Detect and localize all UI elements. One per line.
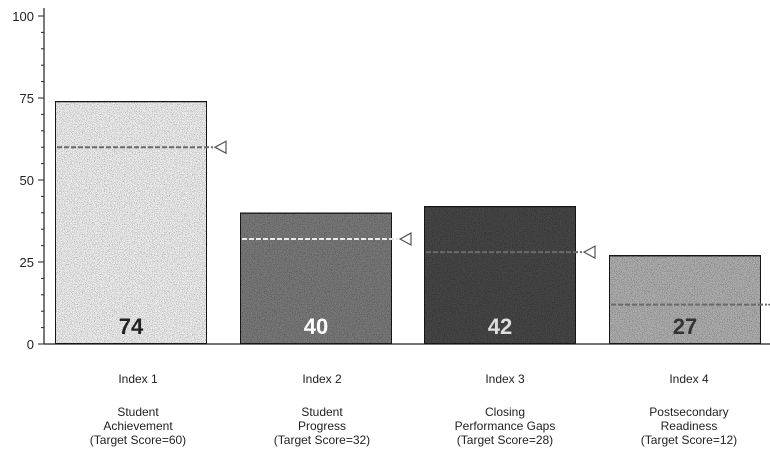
category-index-label: Index 1 — [118, 372, 158, 386]
value-label-4: 27 — [673, 314, 697, 339]
target-marker-3 — [582, 245, 596, 260]
target-marker-2 — [398, 232, 412, 247]
category-name-line: (Target Score=60) — [90, 433, 186, 447]
target-marker-1 — [213, 140, 227, 155]
category-name-line: Postsecondary — [649, 405, 728, 419]
category-name-line: Closing — [485, 405, 525, 419]
bar-index-1 — [54, 100, 208, 345]
category-name-line: (Target Score=32) — [274, 433, 370, 447]
category-name-line: (Target Score=28) — [457, 433, 553, 447]
y-tick-label: 50 — [20, 173, 34, 188]
y-tick-label: 0 — [27, 337, 34, 352]
category-index-label: Index 2 — [302, 372, 342, 386]
category-name-line: (Target Score=12) — [641, 433, 737, 447]
target-markers — [57, 140, 770, 306]
category-name-line: Achievement — [103, 419, 173, 433]
value-label-3: 42 — [488, 314, 512, 339]
bar-index-4 — [608, 254, 762, 345]
category-name-line: Student — [301, 405, 343, 419]
bar-index-2 — [239, 211, 393, 345]
category-name-line: Student — [117, 405, 159, 419]
y-tick-label: 25 — [20, 255, 34, 270]
bars — [54, 100, 762, 345]
category-name-line: Progress — [298, 419, 346, 433]
value-label-1: 74 — [119, 314, 144, 339]
category-name-line: Readiness — [661, 419, 718, 433]
y-tick-label: 100 — [12, 9, 34, 24]
value-labels: 74 40 42 27 — [119, 314, 697, 339]
category-name-line: Performance Gaps — [455, 419, 556, 433]
category-index-label: Index 3 — [485, 372, 525, 386]
category-index-label: Index 4 — [669, 372, 709, 386]
y-tick-label: 75 — [20, 91, 34, 106]
value-label-2: 40 — [304, 314, 328, 339]
bar-index-3 — [423, 205, 577, 345]
